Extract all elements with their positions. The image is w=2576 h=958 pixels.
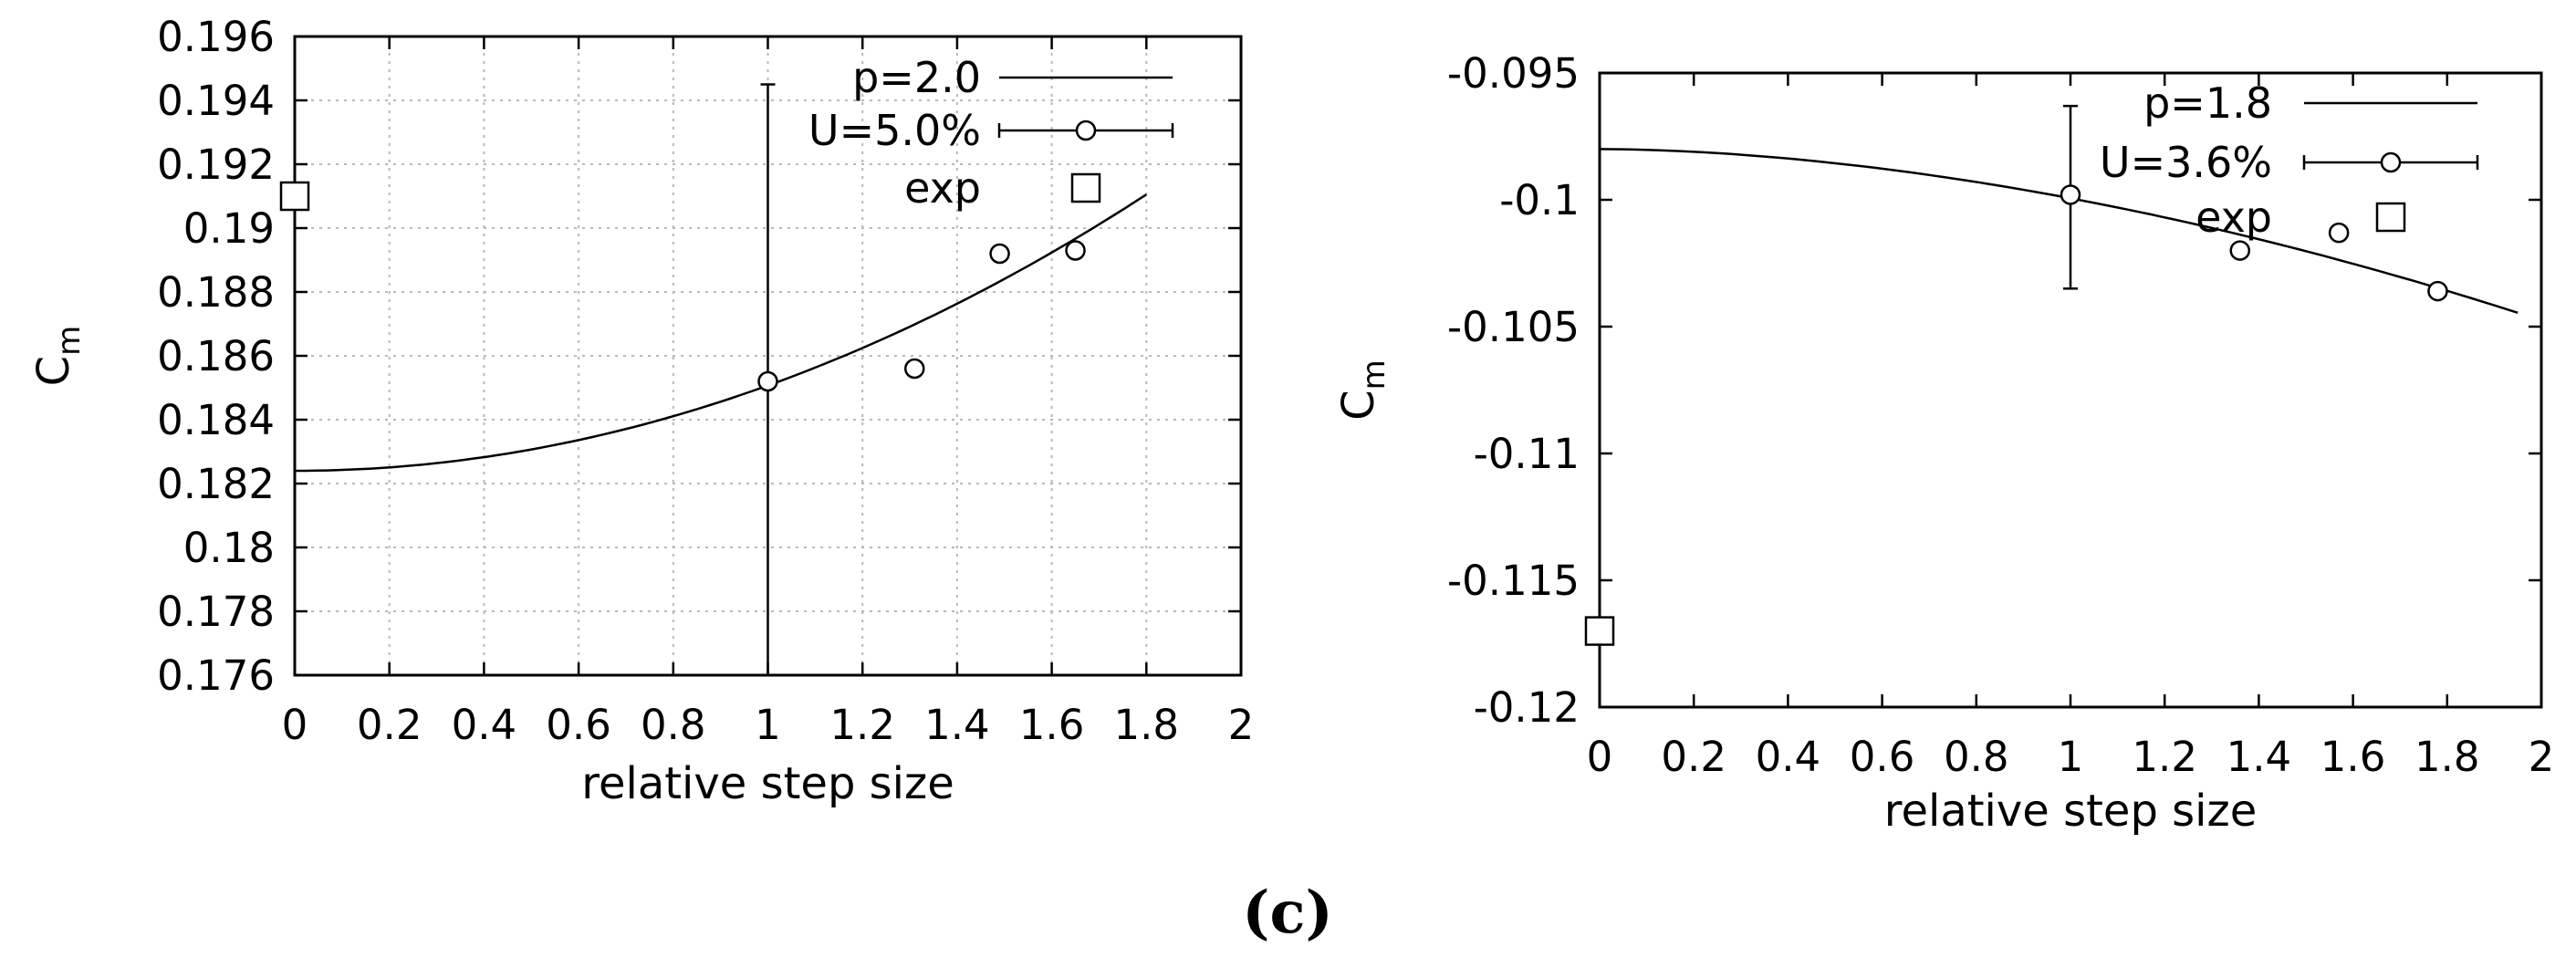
x-axis-label: relative step size bbox=[1884, 786, 2257, 837]
y-tick-label: -0.1 bbox=[1499, 176, 1580, 224]
x-tick-label: 0.4 bbox=[452, 701, 517, 749]
fit-curve bbox=[1599, 148, 2519, 314]
x-tick-label: 1.6 bbox=[1019, 701, 1085, 749]
fit-curve bbox=[295, 193, 1147, 473]
x-tick-label: 0.6 bbox=[1850, 733, 1915, 781]
data-point bbox=[757, 370, 778, 392]
y-tick-label: 0.192 bbox=[157, 141, 275, 189]
x-tick-label: 2 bbox=[2529, 733, 2555, 781]
x-tick-label: 1.8 bbox=[2414, 733, 2480, 781]
x-tick-label: 1.8 bbox=[1114, 701, 1180, 749]
x-tick-label: 1.4 bbox=[2227, 733, 2292, 781]
y-axis-label: Cm bbox=[1333, 359, 1392, 421]
data-point bbox=[2328, 222, 2350, 244]
x-tick-label: 1.2 bbox=[2132, 733, 2197, 781]
y-tick-label: 0.194 bbox=[157, 77, 275, 125]
data-point bbox=[2060, 184, 2081, 205]
x-axis-label: relative step size bbox=[581, 758, 954, 809]
data-point bbox=[1065, 240, 1086, 261]
y-tick-label: -0.115 bbox=[1447, 557, 1580, 605]
legend-label: p=2.0 bbox=[852, 53, 981, 102]
x-tick-label: 0.2 bbox=[1661, 733, 1726, 781]
chart-right-panel: 0 0.2 0.4 0.6 0.8 1 1.2 1.4 1.6 1.8 2 -0.12 -0.115 -0… bbox=[1333, 49, 2554, 837]
x-tick-label: 0.2 bbox=[357, 701, 422, 749]
y-tick-label: 0.19 bbox=[183, 204, 275, 253]
y-tick-label: 0.18 bbox=[183, 524, 275, 572]
y-tick-label: -0.12 bbox=[1474, 683, 1580, 732]
y-tick-label: 0.182 bbox=[157, 460, 275, 508]
x-tick-label: 1.2 bbox=[829, 701, 895, 749]
y-tick-label: -0.105 bbox=[1447, 303, 1580, 351]
y-tick-label: -0.11 bbox=[1474, 430, 1580, 478]
y-tick-label: 0.184 bbox=[157, 396, 275, 444]
x-tick-label: 2 bbox=[1228, 701, 1255, 749]
y-tick-label: -0.095 bbox=[1447, 49, 1580, 98]
x-tick-label: 1.6 bbox=[2320, 733, 2386, 781]
legend-point-marker bbox=[1075, 120, 1097, 141]
legend-label: p=1.8 bbox=[2143, 78, 2272, 128]
y-tick-label: 0.186 bbox=[157, 332, 275, 380]
exp-marker bbox=[279, 181, 310, 212]
x-tick-label: 0.8 bbox=[1944, 733, 2009, 781]
legend-label: exp bbox=[904, 163, 981, 213]
data-point bbox=[2229, 240, 2251, 261]
y-tick-label: 0.188 bbox=[157, 268, 275, 317]
legend-label: U=5.0% bbox=[808, 106, 981, 155]
legend-label: exp bbox=[2195, 193, 2272, 242]
data-point bbox=[2427, 280, 2448, 302]
legend-point-marker bbox=[2380, 151, 2402, 173]
data-point bbox=[903, 358, 925, 380]
y-tick-label: 0.176 bbox=[157, 651, 275, 700]
figure-panel-label: (c) bbox=[1242, 879, 1333, 947]
legend-square-marker bbox=[1070, 172, 1101, 203]
x-tick-label: 0.6 bbox=[546, 701, 611, 749]
x-tick-label: 0 bbox=[282, 701, 308, 749]
x-tick-label: 0.8 bbox=[641, 701, 706, 749]
x-tick-label: 0 bbox=[1587, 733, 1613, 781]
x-tick-label: 1.4 bbox=[924, 701, 990, 749]
x-tick-label: 1 bbox=[755, 701, 781, 749]
x-tick-label: 1 bbox=[2058, 733, 2084, 781]
chart-left-panel: 0 0.2 0.4 0.6 0.8 1 1.2 1.4 1.6 1.8 2 0.176 0.178 0.1… bbox=[28, 13, 1254, 809]
x-tick-label: 0.4 bbox=[1756, 733, 1821, 781]
data-point bbox=[989, 243, 1010, 265]
legend-square-marker bbox=[2375, 202, 2406, 233]
y-tick-label: 0.178 bbox=[157, 588, 275, 636]
legend-label: U=3.6% bbox=[2100, 138, 2272, 187]
y-axis-label: Cm bbox=[28, 326, 88, 387]
exp-marker bbox=[1584, 616, 1615, 646]
y-tick-label: 0.196 bbox=[157, 13, 275, 61]
